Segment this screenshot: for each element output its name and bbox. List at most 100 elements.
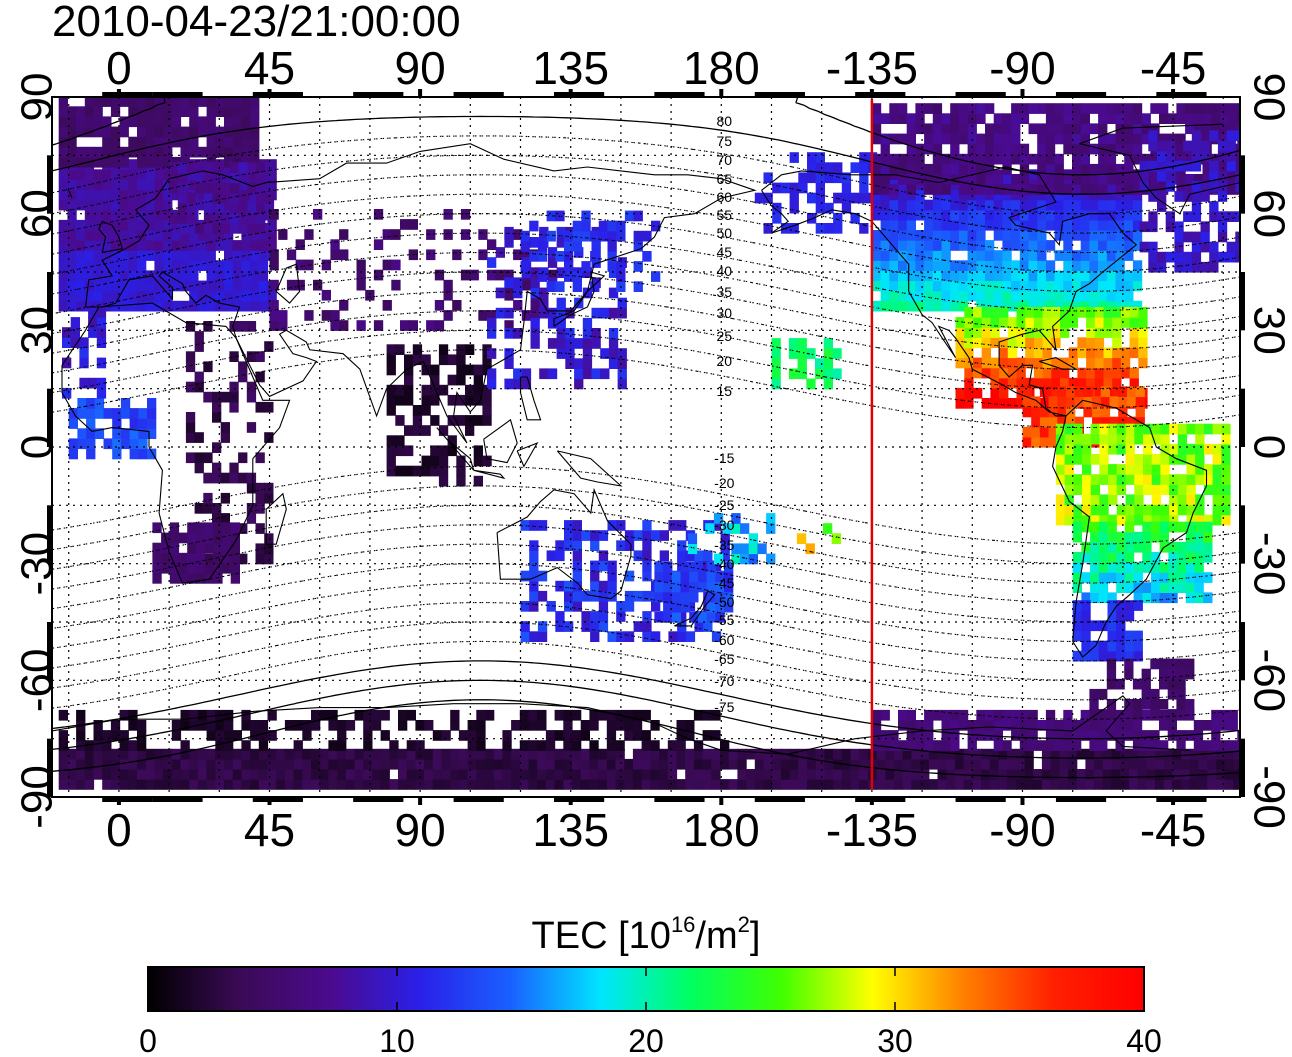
tec-pixel — [990, 307, 1000, 318]
tec-pixel — [1072, 300, 1082, 312]
tec-pixel — [1074, 416, 1084, 428]
tec-pixel — [1165, 181, 1175, 192]
colorbar-label: TEC [1016/m2] — [532, 912, 761, 957]
tec-pixel — [389, 740, 399, 751]
tec-pixel — [1169, 484, 1179, 495]
tec-pixel — [1185, 123, 1195, 135]
tec-pixel — [607, 251, 617, 262]
tec-pixel — [693, 758, 704, 770]
tec-pixel — [1159, 592, 1169, 604]
tec-pixel — [220, 472, 230, 484]
tec-pixel — [93, 146, 103, 158]
tec-pixel — [1055, 443, 1066, 455]
tec-pixel — [993, 133, 1003, 145]
tec-pixel — [163, 219, 173, 231]
tec-pixel — [1111, 779, 1121, 790]
tec-pixel — [337, 740, 347, 751]
tec-pixel — [687, 533, 698, 544]
tec-pixel — [1072, 650, 1082, 662]
tec-pixel — [76, 106, 86, 117]
tec-pixel — [169, 162, 179, 173]
tec-pixel — [163, 250, 173, 261]
tec-pixel — [330, 249, 340, 261]
tec-pixel — [476, 748, 486, 760]
tec-pixel — [766, 553, 776, 565]
tec-pixel — [328, 758, 338, 770]
tec-pixel — [1143, 423, 1153, 435]
tec-pixel — [321, 259, 331, 271]
tec-pixel — [1011, 174, 1021, 185]
tec-pixel — [582, 267, 593, 278]
tec-pixel — [932, 300, 943, 312]
tec-pixel — [1098, 650, 1109, 662]
tec-pixel — [311, 748, 321, 760]
tec-pixel — [119, 199, 129, 211]
tec-pixel — [976, 103, 986, 114]
tec-pixel — [731, 543, 741, 555]
tec-pixel — [1083, 386, 1093, 397]
tec-pixel — [958, 113, 969, 124]
frame-bar — [1241, 272, 1245, 331]
tec-pixel — [206, 250, 216, 261]
tec-pixel — [1042, 367, 1052, 379]
tec-pixel — [545, 779, 556, 790]
tec-pixel — [885, 769, 895, 780]
tec-pixel — [86, 408, 96, 419]
tec-pixel — [1211, 113, 1221, 124]
tec-pixel — [641, 758, 651, 770]
tec-pixel — [1025, 357, 1035, 369]
tec-pixel — [1185, 552, 1196, 563]
tec-pixel — [680, 581, 690, 593]
tec-pixel — [880, 209, 890, 221]
tec-pixel — [58, 156, 68, 168]
tec-pixel — [1120, 769, 1130, 780]
tec-pixel — [1193, 123, 1204, 135]
tec-pixel — [1033, 317, 1044, 328]
tec-pixel — [906, 280, 916, 292]
tec-pixel — [363, 740, 373, 751]
tec-pixel — [1106, 230, 1117, 241]
tec-pixel — [432, 779, 443, 790]
tec-pixel — [128, 280, 138, 292]
tec-pixel — [924, 209, 934, 221]
tec-pixel — [482, 384, 492, 396]
tec-pixel — [258, 769, 269, 780]
tec-pixel — [404, 354, 414, 366]
tec-pixel — [1159, 709, 1169, 721]
tec-pixel — [93, 230, 103, 241]
tec-pixel — [1063, 113, 1073, 124]
tec-pixel — [898, 260, 908, 271]
tec-pixel — [1183, 160, 1193, 172]
tec-pixel — [1048, 436, 1058, 448]
tec-pixel — [339, 320, 349, 331]
tec-pixel — [356, 269, 366, 281]
tec-pixel — [1159, 521, 1169, 533]
tec-pixel — [1124, 230, 1134, 241]
tec-pixel — [128, 740, 138, 751]
tec-pixel — [915, 290, 925, 302]
tec-pixel — [171, 270, 182, 282]
tec-pixel — [1124, 184, 1134, 195]
coastline — [556, 450, 623, 487]
tec-pixel — [976, 163, 986, 175]
tec-pixel — [1185, 709, 1195, 720]
tec-pixel — [1195, 464, 1205, 475]
tec-pixel — [112, 428, 122, 439]
tec-pixel — [1019, 730, 1030, 741]
tec-pixel — [981, 367, 991, 379]
tec-pixel — [564, 240, 574, 252]
tec-pixel — [563, 748, 573, 760]
tec-pixel — [871, 153, 882, 165]
frame-bar — [47, 388, 51, 447]
tec-pixel — [1160, 514, 1170, 526]
tec-pixel — [1011, 290, 1021, 302]
tec-pixel — [572, 570, 582, 582]
tec-pixel — [1066, 386, 1076, 397]
tec-pixel — [789, 182, 799, 194]
tec-pixel — [1098, 720, 1108, 731]
tec-pixel — [1106, 153, 1117, 165]
tec-pixel — [267, 709, 277, 721]
tec-pixel — [871, 209, 882, 221]
tec-pixel — [450, 779, 460, 790]
tec-pixel — [574, 368, 584, 380]
